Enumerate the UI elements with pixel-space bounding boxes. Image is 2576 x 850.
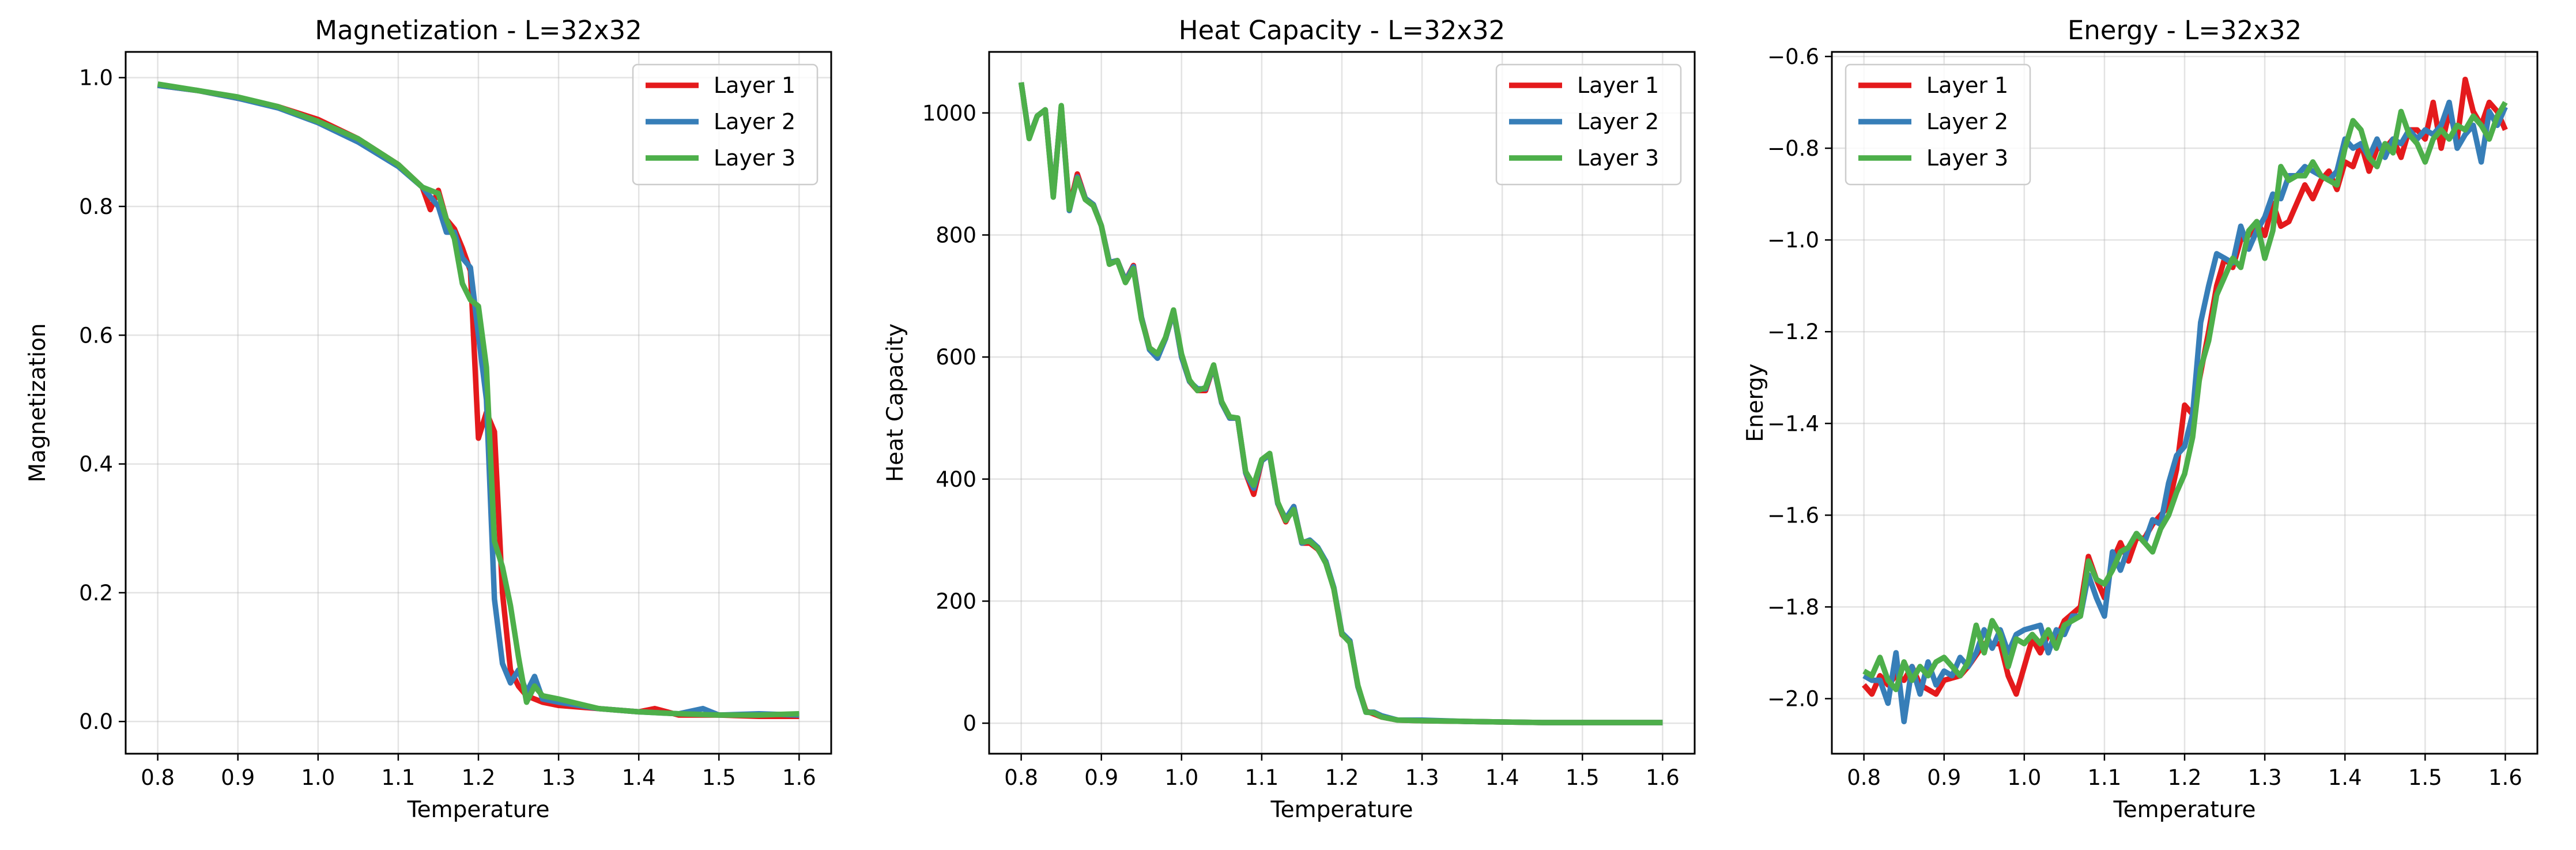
x-tick-label: 1.6 <box>1646 765 1680 790</box>
legend-entry-label: Layer 2 <box>1577 109 1659 134</box>
chart-panel-1: 0.8 0.9 1.0 1.1 1.2 1.3 1.4 1.5 1.6 0.0 0.2 0.4 0.6 0… <box>25 15 832 823</box>
series-group <box>1018 82 1663 725</box>
legend-box <box>632 63 819 186</box>
x-tick-label: 0.9 <box>1084 765 1118 790</box>
legend-entry-label: Layer 3 <box>1577 145 1659 171</box>
y-tick-label: 800 <box>936 223 976 247</box>
x-tick-label: 1.0 <box>301 765 335 790</box>
y-tick-label: 0.6 <box>79 323 113 348</box>
series-group <box>1862 76 2508 725</box>
x-tick-label: 1.6 <box>2488 765 2522 790</box>
x-tick-label: 1.3 <box>542 765 576 790</box>
x-tick-label: 1.2 <box>462 765 496 790</box>
x-tick-label: 1.5 <box>702 765 736 790</box>
x-axis-label: Temperature <box>2113 797 2256 823</box>
legend: Layer 1 Layer 2 Layer 3 <box>1495 63 1682 186</box>
y-tick-label: 1.0 <box>79 66 113 91</box>
series-line-layer-3 <box>157 81 799 718</box>
y-axis-label: Energy <box>1743 363 1768 442</box>
legend-entry-label: Layer 1 <box>1577 73 1659 98</box>
y-tick-label: −1.6 <box>1767 503 1819 528</box>
legend: Layer 1 Layer 2 Layer 3 <box>1845 63 2031 186</box>
x-tick-label: 1.2 <box>2168 765 2202 790</box>
x-tick-label: 1.1 <box>2087 765 2121 790</box>
y-tick-label: 0.0 <box>79 709 113 734</box>
x-axis-label: Temperature <box>1270 797 1413 823</box>
chart-panel-2: 0.8 0.9 1.0 1.1 1.2 1.3 1.4 1.5 1.6 0 200 400 600 800… <box>882 15 1696 823</box>
series-line-layer-3 <box>1018 82 1663 725</box>
y-tick-label: 200 <box>936 589 976 614</box>
legend-entry-label: Layer 3 <box>1926 145 2008 171</box>
x-tick-label: 1.5 <box>2408 765 2442 790</box>
y-tick-label: −0.6 <box>1767 44 1819 69</box>
y-axis-label: Heat Capacity <box>882 324 908 482</box>
x-tick-label: 1.4 <box>622 765 656 790</box>
legend-entry-label: Layer 1 <box>1926 73 2008 98</box>
legend-entry-label: Layer 3 <box>714 145 795 171</box>
x-tick-label: 0.8 <box>1847 765 1881 790</box>
x-tick-label: 0.9 <box>221 765 255 790</box>
chart-title: Heat Capacity - L=32x32 <box>1179 15 1505 46</box>
x-tick-label: 0.9 <box>1927 765 1961 790</box>
y-tick-label: 0.4 <box>79 452 113 477</box>
y-tick-label: −1.8 <box>1767 595 1819 619</box>
chart-title: Energy - L=32x32 <box>2068 15 2302 46</box>
x-tick-label: 1.3 <box>1405 765 1439 790</box>
x-tick-label: 1.4 <box>1485 765 1519 790</box>
legend-entry-label: Layer 1 <box>714 73 795 98</box>
y-tick-label: −1.2 <box>1767 319 1819 344</box>
legend-entry-label: Layer 2 <box>1926 109 2008 134</box>
legend-box <box>1845 63 2031 186</box>
x-axis-label: Temperature <box>406 797 549 823</box>
x-tick-label: 1.3 <box>2248 765 2282 790</box>
legend-entry-label: Layer 2 <box>714 109 795 134</box>
y-tick-label: −0.8 <box>1767 136 1819 161</box>
x-tick-label: 1.1 <box>1244 765 1278 790</box>
y-tick-label: 1000 <box>922 101 976 126</box>
x-tick-label: 1.5 <box>1566 765 1600 790</box>
y-tick-label: 0.8 <box>79 194 113 219</box>
series-line-layer-3 <box>1862 101 2508 693</box>
x-tick-label: 1.0 <box>2007 765 2041 790</box>
x-tick-label: 1.0 <box>1164 765 1198 790</box>
x-tick-label: 1.1 <box>381 765 415 790</box>
x-tick-label: 1.6 <box>782 765 816 790</box>
y-tick-label: −2.0 <box>1767 687 1819 712</box>
legend: Layer 1 Layer 2 Layer 3 <box>632 63 819 186</box>
y-tick-label: 400 <box>936 467 976 492</box>
y-tick-label: −1.0 <box>1767 228 1819 253</box>
series-group <box>157 81 799 719</box>
chart-panel-3: 0.8 0.9 1.0 1.1 1.2 1.3 1.4 1.5 1.6 −2.0 −1.8 −1.6 −… <box>1743 15 2539 823</box>
y-tick-label: 0.2 <box>79 581 113 605</box>
x-tick-label: 0.8 <box>1004 765 1038 790</box>
y-tick-label: −1.4 <box>1767 411 1819 436</box>
chart-title: Magnetization - L=32x32 <box>315 15 642 46</box>
y-tick-label: 600 <box>936 345 976 370</box>
legend-box <box>1495 63 1682 186</box>
x-tick-label: 0.8 <box>141 765 175 790</box>
x-tick-label: 1.4 <box>2328 765 2362 790</box>
y-axis-label: Magnetization <box>25 323 51 482</box>
y-tick-label: 0 <box>963 711 976 736</box>
x-tick-label: 1.2 <box>1325 765 1359 790</box>
